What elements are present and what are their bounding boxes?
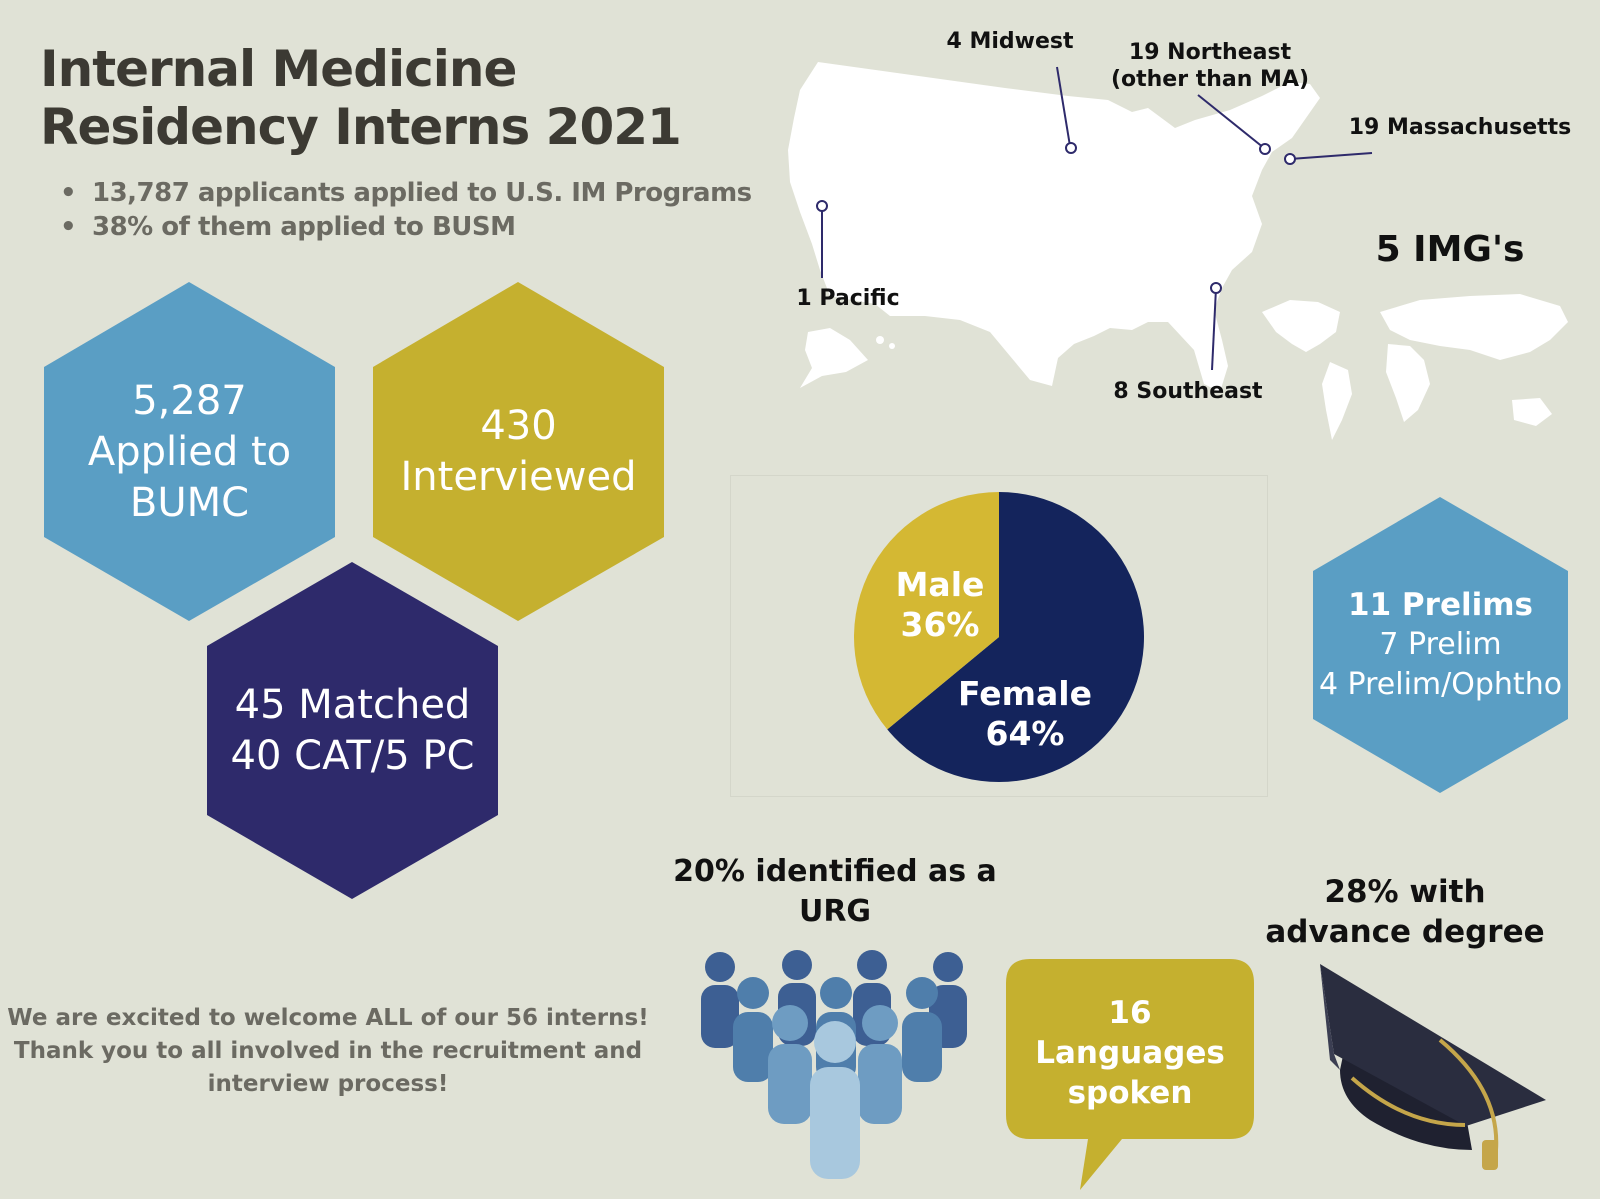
welcome-message: We are excited to welcome ALL of our 56 … <box>0 1002 656 1101</box>
hex-applied-text: 5,287 Applied to BUMC <box>44 367 335 537</box>
prelims-line-1: 7 Prelim <box>1379 627 1502 662</box>
languages-count: 16 <box>1108 995 1152 1031</box>
matched-count: 45 Matched <box>234 681 471 728</box>
label-massachusetts: 19 Massachusetts <box>1348 115 1572 140</box>
languages-text: 16 Languages spoken <box>1006 993 1254 1113</box>
interviewed-label: Interviewed <box>400 454 637 500</box>
pie-male-percent: 36% <box>900 605 980 644</box>
title-line-1: Internal Medicine <box>40 40 517 98</box>
label-northeast: 19 Northeast (other than MA) <box>1100 39 1320 93</box>
label-southeast: 8 Southeast <box>1113 379 1263 404</box>
languages-label-2: spoken <box>1067 1075 1193 1111</box>
pie-slice-male <box>854 492 999 730</box>
gender-pie-frame <box>730 475 1268 797</box>
hex-matched-text: 45 Matched 40 CAT/5 PC <box>207 646 498 815</box>
welcome-line-2: Thank you to all involved in the recruit… <box>13 1038 643 1064</box>
hex-matched <box>207 562 498 899</box>
applied-count: 5,287 <box>132 377 247 424</box>
bullet-busm: 38% of them applied to BUSM <box>60 210 752 244</box>
label-midwest: 4 Midwest <box>946 29 1074 54</box>
label-pacific: 1 Pacific <box>796 286 900 311</box>
welcome-line-3: interview process! <box>207 1071 449 1097</box>
interviewed-count: 430 <box>480 403 557 449</box>
stats-bullet-list: 13,787 applicants applied to U.S. IM Pro… <box>60 176 752 244</box>
applied-label-2: BUMC <box>129 479 250 526</box>
hex-interviewed-text: 430 Interviewed <box>373 367 664 537</box>
pie-male-label: Male <box>895 565 985 604</box>
label-northeast-line-2: (other than MA) <box>1110 67 1310 92</box>
page-title: Internal Medicine Residency Interns 2021 <box>40 40 682 156</box>
prelims-heading: 11 Prelims <box>1348 587 1533 623</box>
urg-line-2: URG <box>798 894 872 929</box>
languages-label-1: Languages <box>1035 1035 1225 1071</box>
matched-breakdown: 40 CAT/5 PC <box>230 732 475 779</box>
bullet-applicants: 13,787 applicants applied to U.S. IM Pro… <box>60 176 752 210</box>
pie-label-male: Male 36% <box>875 565 1005 645</box>
hex-applied <box>44 282 335 621</box>
prelims-line-2: 4 Prelim/Ophtho <box>1318 667 1563 702</box>
pie-label-female: Female 64% <box>940 674 1110 754</box>
urg-text: 20% identified as a URG <box>670 852 1000 932</box>
welcome-line-1: We are excited to welcome ALL of our 56 … <box>7 1005 649 1031</box>
title-line-2: Residency Interns 2021 <box>40 98 682 156</box>
label-img: 5 IMG's <box>1375 229 1525 270</box>
advance-degree-line-1: 28% with <box>1324 874 1486 910</box>
advance-degree-text: 28% with advance degree <box>1265 872 1545 952</box>
advance-degree-line-2: advance degree <box>1265 914 1545 950</box>
pie-slice-female <box>887 492 1144 782</box>
hex-prelims <box>1313 497 1568 793</box>
label-northeast-line-1: 19 Northeast <box>1128 40 1292 65</box>
applied-label-1: Applied to <box>87 428 292 475</box>
hex-interviewed <box>373 282 664 621</box>
pie-female-label: Female <box>958 674 1092 713</box>
urg-line-1: 20% identified as a <box>673 854 997 889</box>
pie-female-percent: 64% <box>985 714 1065 753</box>
hex-prelims-text: 11 Prelims 7 Prelim 4 Prelim/Ophtho <box>1313 571 1568 719</box>
